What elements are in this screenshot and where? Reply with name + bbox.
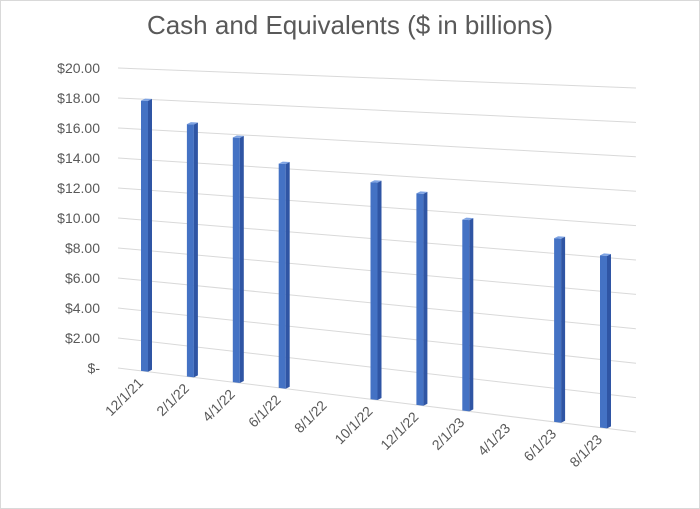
y-tick-label: $10.00 [57,210,100,226]
bar [416,191,428,406]
gridline [117,157,637,192]
bar [370,180,382,401]
bar [554,236,566,423]
y-tick-label: $16.00 [57,120,100,136]
x-tick-label: 8/1/23 [566,431,605,470]
bar [462,217,474,412]
y-axis-labels: $- $2.00 $4.00 $6.00 $8.00 $10.00 $12.00 $14.00… [57,60,100,376]
y-tick-label: $12.00 [57,180,100,196]
x-tick-label: 2/1/23 [429,414,468,453]
x-axis-labels: 12/1/21 2/1/22 4/1/22 6/1/22 8/1/22 10/1/22 12… [102,374,605,470]
x-tick-label: 2/1/22 [153,380,192,419]
chart-title: Cash and Equivalents ($ in billions) [146,10,554,40]
x-tick-label: 4/1/23 [474,420,513,459]
x-tick-label: 8/1/22 [291,397,330,436]
bars [141,98,611,429]
bar [141,98,152,372]
y-tick-label: $6.00 [65,270,100,286]
x-tick-label: 12/1/22 [377,408,421,452]
x-tick-label: 6/1/23 [520,425,559,464]
x-tick-label: 12/1/21 [102,374,146,418]
y-tick-label: $- [88,360,101,376]
y-tick-label: $14.00 [57,150,100,166]
bar [600,253,611,429]
y-tick-label: $18.00 [57,90,100,106]
bar [278,161,290,389]
gridline [117,67,637,89]
x-tick-label: 10/1/22 [331,403,375,447]
y-tick-label: $4.00 [65,300,100,316]
bar [232,135,244,384]
y-tick-label: $8.00 [65,240,100,256]
x-tick-label: 6/1/22 [245,391,284,430]
y-tick-label: $20.00 [57,60,100,76]
gridline [117,97,637,123]
bar [186,122,198,378]
x-tick-label: 4/1/22 [199,386,238,425]
gridline [117,367,637,433]
y-tick-label: $2.00 [65,330,100,346]
gridline [117,127,637,158]
